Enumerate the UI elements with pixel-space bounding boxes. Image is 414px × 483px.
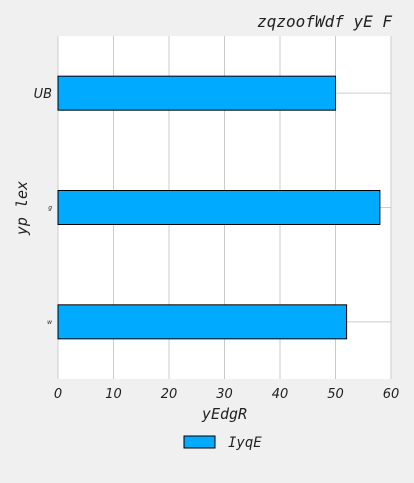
x-tick-label: 0 bbox=[54, 387, 62, 402]
x-tick-label: 40 bbox=[272, 387, 289, 402]
x-tick-label: 20 bbox=[161, 387, 178, 402]
x-tick-label: 10 bbox=[105, 387, 122, 402]
y-tick-label: w bbox=[47, 319, 52, 326]
chart-title: zqzoofWdf yE F bbox=[257, 12, 392, 31]
x-tick-label: 50 bbox=[327, 387, 344, 402]
y-tick-label: UB bbox=[34, 87, 53, 102]
legend-swatch bbox=[183, 435, 216, 449]
x-axis-label: yEdgR bbox=[201, 405, 247, 423]
bar-UB bbox=[57, 75, 336, 111]
y-tick-label: g bbox=[48, 205, 52, 212]
bars bbox=[57, 75, 381, 340]
y-tick-labels: UB g w bbox=[34, 87, 53, 326]
bar-w bbox=[57, 304, 348, 340]
legend: IyqE bbox=[183, 435, 262, 451]
legend-label: IyqE bbox=[228, 435, 262, 451]
x-tick-labels: 0 10 20 30 40 50 60 bbox=[54, 387, 399, 402]
x-tick-label: 30 bbox=[216, 387, 233, 402]
bar-g bbox=[57, 190, 381, 225]
x-tick-label: 60 bbox=[383, 387, 400, 402]
y-axis-label: yp lex bbox=[13, 181, 31, 236]
